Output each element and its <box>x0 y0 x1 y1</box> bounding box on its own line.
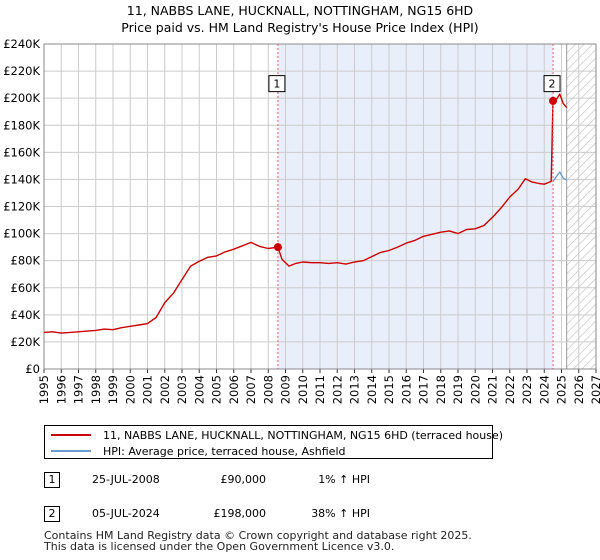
x-tick-label: 1999 <box>106 375 120 404</box>
x-tick-label: 1995 <box>37 375 51 404</box>
x-tick-label: 2026 <box>572 375 586 404</box>
x-tick-label: 2002 <box>158 375 172 404</box>
sale-row-2: 2 05-JUL-2024 £198,000 38% ↑ HPI <box>0 506 600 526</box>
x-tick-label: 1998 <box>89 375 103 404</box>
y-tick-label: £80K <box>11 254 41 268</box>
y-tick-label: £220K <box>3 64 40 78</box>
chart-title: 11, NABBS LANE, HUCKNALL, NOTTINGHAM, NG… <box>0 2 600 36</box>
y-tick-label: £140K <box>3 172 40 186</box>
sale-row-1: 1 25-JUL-2008 £90,000 1% ↑ HPI <box>0 472 600 492</box>
x-tick-label: 2006 <box>227 375 241 404</box>
x-tick-label: 2003 <box>175 375 189 404</box>
legend-swatch-property <box>51 434 91 436</box>
title-line-2: Price paid vs. HM Land Registry's House … <box>121 20 479 35</box>
x-tick-label: 2017 <box>417 375 431 404</box>
price-chart: £0 £20K £40K £60K £80K £100K £120K £140K £160K £1… <box>3 37 600 404</box>
x-tick-label: 2018 <box>434 375 448 404</box>
x-tick-label: 2016 <box>399 375 413 404</box>
x-tick-label: 2011 <box>313 375 327 404</box>
x-tick-label: 2021 <box>486 375 500 404</box>
legend-item-property: 11, NABBS LANE, HUCKNALL, NOTTINGHAM, NG… <box>51 427 503 443</box>
sale-label-box-1 <box>268 75 286 93</box>
y-tick-label: £120K <box>3 200 40 214</box>
sale-date-1: 25-JUL-2008 <box>92 473 160 486</box>
sale-point-2 <box>549 96 558 105</box>
x-tick-label: 2024 <box>537 375 551 404</box>
x-tick-label: 2025 <box>555 375 569 404</box>
x-tick-label: 2020 <box>468 375 482 404</box>
sale-hpi-2: 38% ↑ HPI <box>311 507 370 520</box>
x-tick-label: 2013 <box>348 375 362 404</box>
x-tick-label: 2005 <box>210 375 224 404</box>
x-tick-label: 2014 <box>365 375 379 404</box>
x-tick-label: 1997 <box>72 375 86 404</box>
y-tick-label: £100K <box>3 227 40 241</box>
x-tick-label: 2010 <box>296 375 310 404</box>
x-tick-label: 2015 <box>382 375 396 404</box>
legend-item-hpi: HPI: Average price, terraced house, Ashf… <box>51 443 345 459</box>
legend-label-property: 11, NABBS LANE, HUCKNALL, NOTTINGHAM, NG… <box>103 428 504 442</box>
x-tick-label: 2000 <box>123 375 137 404</box>
x-tick-label: 2019 <box>451 375 465 404</box>
y-tick-label: £240K <box>3 37 40 51</box>
x-tick-label: 2022 <box>503 375 517 404</box>
sale-hpi-1: 1% ↑ HPI <box>318 473 370 486</box>
y-tick-label: £40K <box>11 308 41 322</box>
sale-price-2: £198,000 <box>213 507 267 520</box>
sale-label-1: 1 <box>273 78 280 91</box>
footer-line-2: This data is licensed under the Open Gov… <box>44 540 395 553</box>
y-tick-label: £20K <box>11 335 41 349</box>
x-tick-label: 2023 <box>520 375 534 404</box>
x-tick-label: 2009 <box>279 375 293 404</box>
y-tick-label: £60K <box>11 281 41 295</box>
chart-legend: 11, NABBS LANE, HUCKNALL, NOTTINGHAM, NG… <box>44 425 503 459</box>
x-tick-label: 1996 <box>54 375 68 404</box>
x-tick-label: 2012 <box>330 375 344 404</box>
series-property-line <box>43 93 568 334</box>
title-line-1: 11, NABBS LANE, HUCKNALL, NOTTINGHAM, NG… <box>126 3 474 18</box>
sale-price-1: £90,000 <box>220 473 267 486</box>
x-tick-label: 2007 <box>244 375 258 404</box>
footer-line-1: Contains HM Land Registry data © Crown c… <box>44 529 472 542</box>
sale-date-2: 05-JUL-2024 <box>92 507 160 520</box>
legend-label-hpi: HPI: Average price, terraced house, Ashf… <box>103 444 346 458</box>
sale-badge-2: 2 <box>44 506 60 522</box>
x-tick-label: 2027 <box>589 375 600 404</box>
x-tick-label: 2001 <box>141 375 155 404</box>
y-tick-label: £0 <box>25 362 40 376</box>
footer-credits: Contains HM Land Registry data © Crown c… <box>44 530 472 552</box>
sale-label-box-2 <box>543 75 561 93</box>
sale-point-1 <box>273 243 282 252</box>
y-tick-label: £180K <box>3 118 40 132</box>
x-tick-label: 2008 <box>261 375 275 404</box>
series-hpi-line <box>552 171 568 182</box>
x-tick-label: 2004 <box>192 375 206 404</box>
plot-frame <box>43 43 597 370</box>
y-tick-label: £200K <box>3 91 40 105</box>
sale-badge-1: 1 <box>44 472 60 488</box>
y-tick-label: £160K <box>3 145 40 159</box>
sale-label-2: 2 <box>549 78 556 91</box>
legend-swatch-hpi <box>51 450 91 452</box>
